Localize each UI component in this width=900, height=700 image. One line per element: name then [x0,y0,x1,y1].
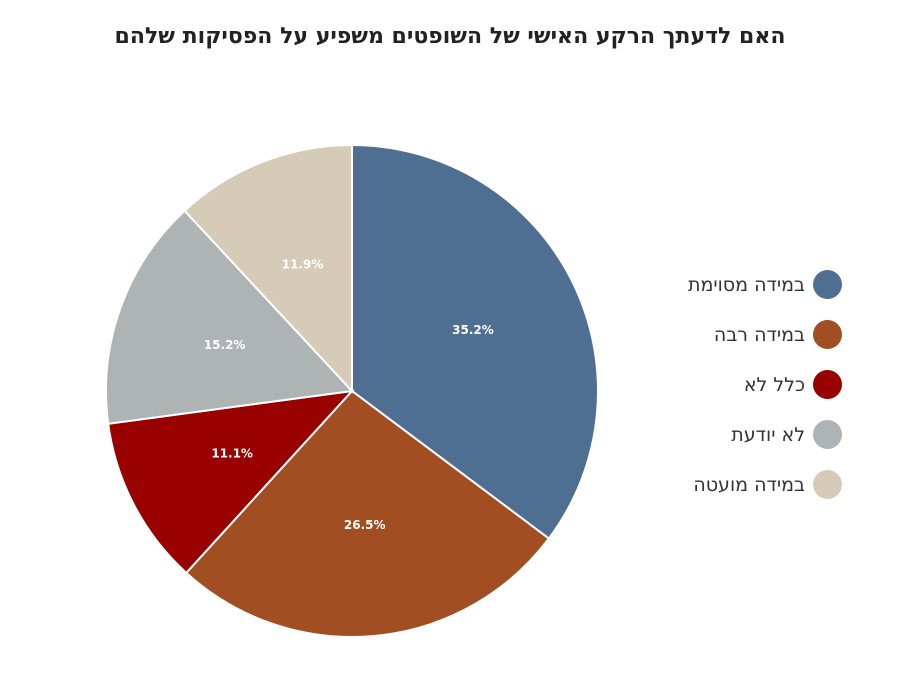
legend-swatch-3 [813,370,842,399]
legend-swatch-2 [813,320,842,349]
legend-label-3: כלל לא [743,373,805,396]
legend-item-2: במידה רבה [688,320,842,349]
pie-slice-2 [184,389,551,638]
legend-label-2: במידה רבה [713,323,805,346]
slice-label-1: 35.2% [452,323,494,337]
chart-title: האם לדעתך הרקע האישי של השופטים משפיע על… [114,24,786,49]
pie-slice-1 [351,143,599,540]
pie-slice-3 [107,389,355,575]
legend-item-1: במידה מסוימת [687,270,842,299]
slice-label-4: 15.2% [204,338,246,352]
legend-item-5: במידה מועטה [688,470,842,499]
legend-swatch-4 [813,420,842,449]
slice-label-2: 26.5% [344,518,386,532]
legend-swatch-5 [813,470,842,499]
legend-item-4: לא יודעת [688,420,842,449]
slice-label-5: 11.9% [282,258,324,272]
slice-label-3: 11.1% [211,446,253,460]
legend-item-3: כלל לא [688,370,842,399]
pie-slice-5 [183,143,353,394]
legend-label-4: לא יודעת [731,423,805,446]
legend-label-5: במידה מועטה [693,473,805,496]
legend: במידה מסוימת במידה רבה כלל לא לא יודעת ב… [687,270,842,522]
legend-label-1: במידה מסוימת [687,273,805,296]
pie-slice-4 [105,209,355,425]
legend-swatch-1 [813,270,842,299]
